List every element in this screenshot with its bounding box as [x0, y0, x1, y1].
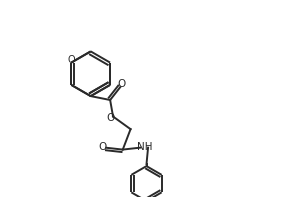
Text: O: O: [106, 113, 114, 123]
Text: O: O: [98, 142, 106, 152]
Text: O: O: [68, 55, 75, 65]
Text: NH: NH: [137, 142, 152, 152]
Text: O: O: [118, 79, 126, 89]
